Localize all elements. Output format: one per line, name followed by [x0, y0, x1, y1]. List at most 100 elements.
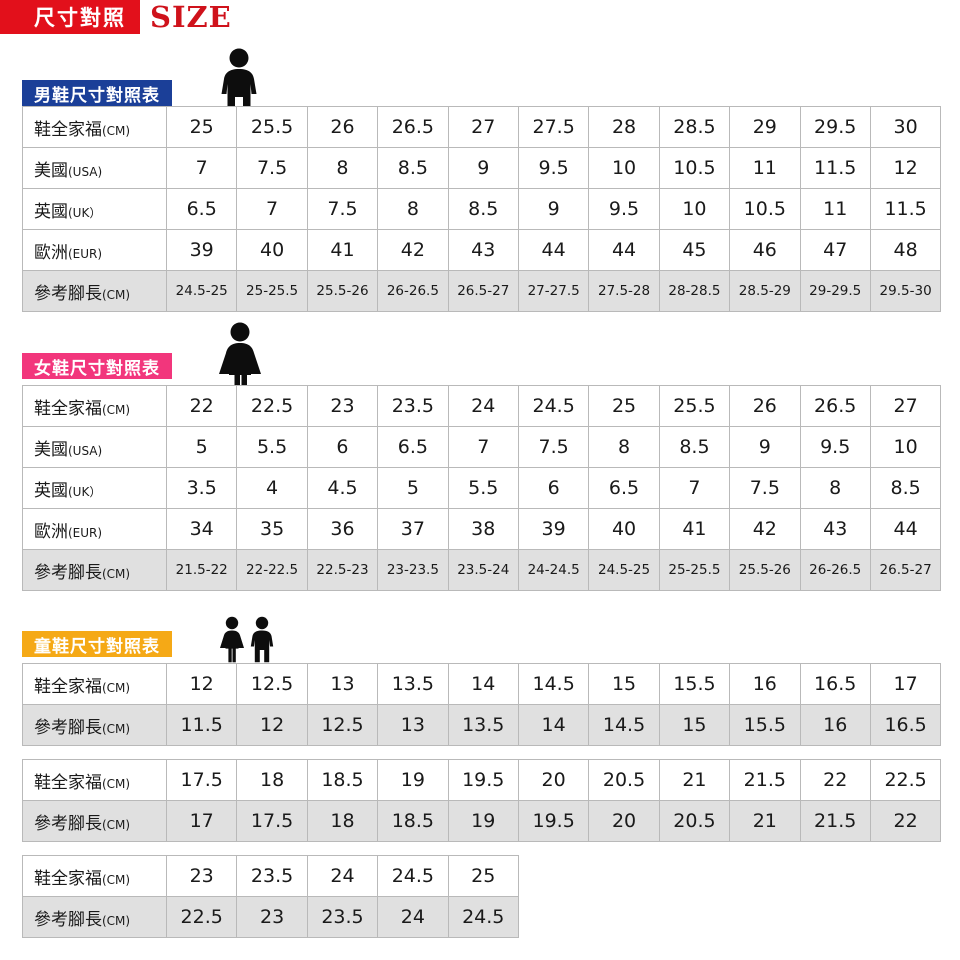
cell-men-r2-c3: 8 — [377, 188, 449, 230]
cell-men-r1-c4: 9 — [447, 147, 519, 189]
cell-men-r1-c10: 12 — [869, 147, 942, 189]
cell-kids-b2-r1-c3: 18.5 — [377, 800, 449, 842]
cell-men-r0-c0: 25 — [165, 106, 238, 148]
cell-women-r2-c6: 6.5 — [588, 467, 660, 509]
cell-kids-b3-r1-c0: 22.5 — [165, 896, 238, 938]
table-row: 美國(USA) 5 5.5 6 6.5 7 7.5 8 8.5 9 9.5 10 — [22, 426, 942, 468]
cell-women-r4-c9: 26-26.5 — [799, 549, 871, 591]
cell-women-r1-c3: 6.5 — [377, 426, 449, 468]
cell-kids-b2-r0-c8: 21.5 — [729, 759, 801, 801]
row-label-kids-b1-0: 鞋全家福(CM) — [22, 663, 167, 705]
cell-men-r0-c1: 25.5 — [236, 106, 308, 148]
woman-figure-icon — [214, 322, 266, 396]
cell-men-r4-c7: 28-28.5 — [658, 270, 731, 312]
cell-men-r1-c8: 11 — [729, 147, 801, 189]
cell-men-r2-c5: 9 — [517, 188, 590, 230]
cell-men-r2-c4: 8.5 — [447, 188, 519, 230]
cell-kids-b2-r0-c6: 20.5 — [588, 759, 660, 801]
cell-men-r4-c0: 24.5-25 — [165, 270, 238, 312]
table-row: 英國(UK） 6.5 7 7.5 8 8.5 9 9.5 10 10.5 11 11.5 — [22, 188, 942, 230]
cell-men-r0-c4: 27 — [447, 106, 519, 148]
cell-women-r4-c2: 22.5-23 — [306, 549, 379, 591]
cell-men-r3-c9: 47 — [799, 229, 871, 271]
cell-kids-b2-r0-c0: 17.5 — [165, 759, 238, 801]
cell-women-r0-c5: 24.5 — [517, 385, 590, 427]
cell-kids-b1-r0-c3: 13.5 — [377, 663, 449, 705]
cell-kids-b1-r1-c2: 12.5 — [306, 704, 379, 746]
cell-women-r1-c4: 7 — [447, 426, 519, 468]
cell-men-r4-c4: 26.5-27 — [447, 270, 519, 312]
cell-kids-b1-r0-c9: 16.5 — [799, 663, 871, 705]
row-label-kids-b3-0: 鞋全家福(CM) — [22, 855, 167, 897]
row-label-men-2: 英國(UK） — [22, 188, 167, 230]
cell-men-r3-c0: 39 — [165, 229, 238, 271]
cell-kids-b1-r1-c0: 11.5 — [165, 704, 238, 746]
cell-kids-b3-r0-c0: 23 — [165, 855, 238, 897]
table-kids-block-1: 鞋全家福(CM) 12 12.5 13 13.5 14 14.5 15 15.5 16 16.5 17… — [22, 663, 942, 746]
cell-women-r3-c8: 42 — [729, 508, 801, 550]
cell-women-r0-c6: 25 — [588, 385, 660, 427]
cell-women-r1-c8: 9 — [729, 426, 801, 468]
cell-women-r1-c2: 6 — [306, 426, 379, 468]
cell-men-r2-c8: 10.5 — [729, 188, 801, 230]
cell-women-r2-c4: 5.5 — [447, 467, 519, 509]
table-row: 鞋全家福(CM) 22 22.5 23 23.5 24 24.5 25 25.5 26 26.5 27 — [22, 385, 942, 427]
row-label-women-2: 英國(UK） — [22, 467, 167, 509]
children-figures-icon — [218, 616, 278, 668]
cell-men-r4-c3: 26-26.5 — [377, 270, 449, 312]
cell-kids-b3-r0-c1: 23.5 — [236, 855, 308, 897]
cell-women-r0-c3: 23.5 — [377, 385, 449, 427]
cell-women-r2-c7: 7 — [658, 467, 731, 509]
table-row: 參考腳長(CM) 17 17.5 18 18.5 19 19.5 20 20.5 21 21.5 22 — [22, 800, 942, 842]
section-title-men: 男鞋尺寸對照表 — [22, 80, 172, 106]
cell-women-r4-c1: 22-22.5 — [236, 549, 308, 591]
cell-kids-b1-r1-c6: 14.5 — [588, 704, 660, 746]
cell-men-r1-c6: 10 — [588, 147, 660, 189]
cell-women-r4-c10: 26.5-27 — [869, 549, 942, 591]
table-row: 鞋全家福(CM) 17.5 18 18.5 19 19.5 20 20.5 21 21.5 22 22… — [22, 759, 942, 801]
cell-kids-b2-r1-c7: 20.5 — [658, 800, 731, 842]
cell-kids-b2-r0-c5: 20 — [517, 759, 590, 801]
cell-men-r4-c9: 29-29.5 — [799, 270, 871, 312]
cell-men-r3-c8: 46 — [729, 229, 801, 271]
cell-women-r2-c5: 6 — [517, 467, 590, 509]
cell-women-r1-c6: 8 — [588, 426, 660, 468]
cell-women-r4-c0: 21.5-22 — [165, 549, 238, 591]
cell-kids-b1-r1-c4: 13.5 — [447, 704, 519, 746]
cell-women-r0-c4: 24 — [447, 385, 519, 427]
cell-men-r1-c1: 7.5 — [236, 147, 308, 189]
cell-men-r4-c2: 25.5-26 — [306, 270, 379, 312]
row-label-men-0: 鞋全家福(CM) — [22, 106, 167, 148]
table-kids-block-3-body: 鞋全家福(CM) 23 23.5 24 24.5 25 參考腳長(CM) 22.5 23 23.5… — [22, 855, 519, 938]
cell-kids-b1-r0-c6: 15 — [588, 663, 660, 705]
cell-kids-b1-r1-c8: 15.5 — [729, 704, 801, 746]
cell-men-r3-c4: 43 — [447, 229, 519, 271]
section-title-kids: 童鞋尺寸對照表 — [22, 631, 172, 657]
cell-kids-b2-r1-c10: 22 — [869, 800, 942, 842]
cell-men-r4-c1: 25-25.5 — [236, 270, 308, 312]
table-kids-block-2-body: 鞋全家福(CM) 17.5 18 18.5 19 19.5 20 20.5 21 21.5 22 22… — [22, 759, 942, 842]
cell-women-r2-c3: 5 — [377, 467, 449, 509]
cell-women-r0-c1: 22.5 — [236, 385, 308, 427]
table-row: 參考腳長(CM) 24.5-25 25-25.5 25.5-26 26-26.5 26.5… — [22, 270, 942, 312]
cell-kids-b2-r0-c1: 18 — [236, 759, 308, 801]
cell-women-r4-c3: 23-23.5 — [377, 549, 449, 591]
cell-women-r1-c9: 9.5 — [799, 426, 871, 468]
row-label-women-4: 參考腳長(CM) — [22, 549, 167, 591]
cell-men-r4-c8: 28.5-29 — [729, 270, 801, 312]
man-figure-icon — [214, 48, 264, 120]
cell-women-r3-c9: 43 — [799, 508, 871, 550]
cell-women-r3-c3: 37 — [377, 508, 449, 550]
cell-kids-b2-r0-c4: 19.5 — [447, 759, 519, 801]
cell-kids-b2-r1-c6: 20 — [588, 800, 660, 842]
section-title-women: 女鞋尺寸對照表 — [22, 353, 172, 379]
table-row: 歐洲(EUR) 39 40 41 42 43 44 44 45 46 47 48 — [22, 229, 942, 271]
cell-kids-b1-r0-c7: 15.5 — [658, 663, 731, 705]
cell-kids-b3-r1-c4: 24.5 — [447, 896, 519, 938]
cell-men-r3-c3: 42 — [377, 229, 449, 271]
cell-men-r1-c5: 9.5 — [517, 147, 590, 189]
cell-kids-b3-r1-c2: 23.5 — [306, 896, 379, 938]
table-row: 鞋全家福(CM) 23 23.5 24 24.5 25 — [22, 855, 519, 897]
cell-kids-b1-r0-c10: 17 — [869, 663, 942, 705]
table-row: 鞋全家福(CM) 12 12.5 13 13.5 14 14.5 15 15.5 16 16.5 17 — [22, 663, 942, 705]
